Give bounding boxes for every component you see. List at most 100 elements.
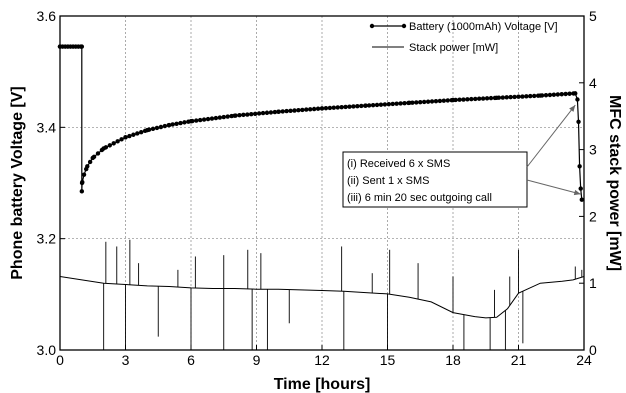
y-left-tick-label: 3.2 bbox=[37, 231, 57, 247]
battery-voltage-point bbox=[343, 104, 348, 110]
battery-voltage-point bbox=[272, 109, 278, 115]
battery-voltage-point bbox=[563, 91, 568, 97]
battery-voltage-point bbox=[437, 98, 443, 104]
battery-voltage-point bbox=[188, 119, 194, 124]
legend-battery-marker bbox=[401, 23, 407, 29]
battery-voltage-point bbox=[78, 44, 84, 49]
battery-voltage-point bbox=[355, 103, 360, 109]
annotation-arrow bbox=[526, 179, 581, 195]
battery-voltage-point bbox=[304, 107, 309, 112]
battery-voltage-point bbox=[308, 107, 313, 112]
battery-voltage-point bbox=[115, 139, 120, 144]
stack-power-line bbox=[59, 276, 585, 319]
battery-voltage-point bbox=[85, 164, 90, 169]
battery-voltage-point bbox=[139, 129, 144, 135]
battery-voltage-point bbox=[252, 111, 258, 117]
battery-voltage-point bbox=[547, 92, 553, 98]
battery-voltage-point bbox=[433, 98, 439, 104]
battery-voltage-point bbox=[386, 101, 392, 107]
battery-voltage-point bbox=[576, 119, 581, 124]
battery-voltage-point bbox=[520, 94, 525, 99]
annotation-arrows bbox=[526, 104, 581, 196]
battery-voltage-point bbox=[469, 96, 474, 102]
battery-voltage-point bbox=[402, 100, 407, 106]
battery-voltage-point bbox=[107, 143, 112, 148]
battery-voltage-point bbox=[504, 95, 509, 100]
battery-voltage-point bbox=[414, 100, 419, 105]
battery-voltage-point bbox=[292, 108, 297, 113]
battery-voltage-point bbox=[182, 120, 187, 125]
battery-voltage-point bbox=[162, 123, 167, 129]
battery-voltage-point bbox=[217, 115, 223, 120]
grid bbox=[60, 16, 584, 350]
y-right-tick-label: 0 bbox=[589, 342, 597, 358]
y-right-axis-title: MFC stack power [mW] bbox=[606, 95, 623, 271]
x-tick-label: 9 bbox=[253, 352, 261, 368]
battery-voltage-point bbox=[327, 105, 333, 111]
y-right-tick-label: 1 bbox=[589, 275, 597, 291]
battery-voltage-point bbox=[170, 122, 175, 127]
battery-voltage-point bbox=[450, 97, 456, 103]
battery-voltage-point bbox=[390, 101, 395, 107]
battery-voltage-point bbox=[524, 94, 529, 99]
battery-voltage-point bbox=[178, 120, 183, 126]
battery-voltage-point bbox=[394, 101, 399, 106]
battery-voltage-point bbox=[335, 105, 340, 110]
y-right-tick-label: 2 bbox=[589, 208, 597, 224]
battery-voltage-point bbox=[158, 124, 164, 130]
battery-voltage-point bbox=[209, 116, 215, 121]
battery-voltage-point bbox=[555, 92, 560, 97]
x-tick-label: 18 bbox=[445, 352, 461, 368]
battery-voltage-point bbox=[166, 122, 172, 128]
battery-voltage-point bbox=[123, 135, 128, 140]
battery-voltage-point bbox=[145, 127, 150, 133]
legend: Battery (1000mAh) Voltage [V] Stack powe… bbox=[369, 21, 558, 54]
battery-voltage-point bbox=[79, 180, 85, 186]
y-left-tick-label: 3.6 bbox=[37, 8, 57, 24]
battery-voltage-point bbox=[81, 172, 87, 177]
annotation-arrowhead bbox=[569, 105, 576, 112]
battery-voltage-point bbox=[319, 106, 325, 111]
y-right-tick-label: 4 bbox=[589, 75, 597, 91]
battery-voltage-point bbox=[154, 125, 160, 131]
battery-voltage-point bbox=[429, 99, 435, 104]
battery-voltage-point bbox=[194, 118, 199, 123]
battery-voltage-point bbox=[484, 96, 490, 101]
battery-voltage-point bbox=[135, 131, 140, 136]
battery-voltage-point bbox=[256, 111, 262, 116]
x-axis-title: Time [hours] bbox=[274, 376, 371, 393]
battery-voltage-point bbox=[280, 109, 285, 114]
battery-voltage-point bbox=[473, 96, 478, 102]
battery-voltage-point bbox=[488, 95, 494, 101]
battery-voltage-point bbox=[127, 133, 132, 139]
battery-voltage-point bbox=[213, 115, 219, 121]
x-tick-label: 12 bbox=[314, 352, 330, 368]
battery-voltage-point bbox=[573, 91, 578, 96]
series-battery-voltage bbox=[57, 44, 585, 202]
battery-voltage-point bbox=[366, 103, 372, 108]
battery-voltage-point bbox=[461, 97, 466, 102]
x-tick-label: 21 bbox=[511, 352, 527, 368]
battery-voltage-point bbox=[268, 110, 274, 115]
battery-voltage-point bbox=[101, 146, 106, 151]
battery-voltage-point bbox=[363, 103, 368, 108]
y-left-tick-label: 3.4 bbox=[37, 119, 57, 135]
battery-voltage-point bbox=[577, 164, 582, 169]
battery-voltage-point bbox=[300, 107, 305, 113]
battery-voltage-point bbox=[425, 99, 431, 104]
battery-voltage-point bbox=[197, 117, 203, 123]
battery-voltage-point bbox=[351, 104, 356, 109]
legend-battery-marker bbox=[369, 23, 375, 29]
battery-voltage-point bbox=[398, 101, 403, 106]
battery-voltage-point bbox=[237, 113, 242, 118]
y-right-tick-label: 3 bbox=[589, 142, 597, 158]
legend-power-label: Stack power [mW] bbox=[409, 42, 498, 54]
battery-voltage-point bbox=[87, 159, 93, 165]
legend-battery-label: Battery (1000mAh) Voltage [V] bbox=[409, 21, 558, 33]
battery-voltage-point bbox=[205, 116, 211, 122]
battery-voltage-point bbox=[111, 141, 116, 146]
battery-voltage-point bbox=[374, 102, 380, 108]
annotation-box: (i) Received 6 x SMS (ii) Sent 1 x SMS (… bbox=[342, 104, 581, 208]
battery-voltage-point bbox=[311, 106, 317, 112]
battery-voltage-point bbox=[150, 126, 156, 132]
